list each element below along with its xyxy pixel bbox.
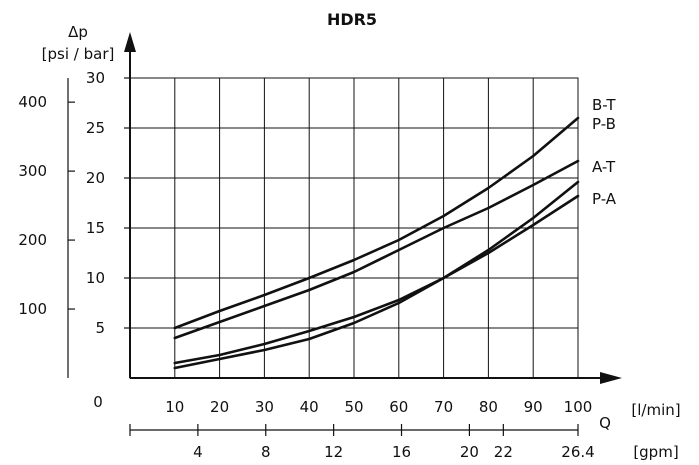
gpm-tick-label-22: 22 [494, 443, 513, 461]
series-labels: B-TP-B A-T P-A [592, 96, 617, 208]
bar-tick-label-10: 10 [86, 269, 105, 287]
x-tick-label-70: 70 [434, 398, 453, 416]
psi-tick-label-0: 0 [93, 393, 103, 411]
x-tick-label-80: 80 [479, 398, 498, 416]
x-axis-unit-secondary: [gpm] [633, 443, 678, 461]
x-axis-unit-primary: [l/min] [631, 401, 680, 419]
gpm-tick-label-20: 20 [460, 443, 479, 461]
psi-tick-label-100: 100 [18, 300, 47, 318]
axes [67, 32, 622, 436]
bar-tick-label-25: 25 [86, 119, 105, 137]
y-axis-units: [psi / bar] [42, 45, 115, 63]
chart-title: HDR5 [327, 10, 377, 29]
psi-tick-label-200: 200 [18, 231, 47, 249]
gpm-tick-label-4: 4 [193, 443, 203, 461]
bar-tick-label-20: 20 [86, 169, 105, 187]
x-tick-label-100: 100 [564, 398, 593, 416]
series-lines [173, 116, 580, 370]
bar-tick-label-30: 30 [86, 69, 105, 87]
grid [129, 77, 579, 379]
x-tick-label-30: 30 [255, 398, 274, 416]
series-label-b-t: B-T [592, 96, 616, 114]
x-tick-label-90: 90 [524, 398, 543, 416]
gpm-tick-label-26.4: 26.4 [561, 443, 594, 461]
x-tick-label-60: 60 [389, 398, 408, 416]
x-axis-label: Q [599, 414, 611, 432]
bar-tick-label-15: 15 [86, 219, 105, 237]
x-tick-label-50: 50 [344, 398, 363, 416]
x-axis-arrow [600, 372, 622, 384]
gpm-tick-label-8: 8 [261, 443, 271, 461]
y-axis-arrow [124, 32, 136, 52]
x-tick-label-40: 40 [300, 398, 319, 416]
gpm-tick-label-16: 16 [392, 443, 411, 461]
tick-labels: 10 20 30 40 50 60 70 80 90 100 4 8 12 16 20 22 26.4 5 10 15… [18, 69, 594, 461]
series-label-p-a: P-A [592, 190, 617, 208]
series-line-p-b [173, 159, 580, 340]
bar-tick-label-5: 5 [95, 319, 105, 337]
series-line-p-a [173, 194, 580, 370]
gpm-tick-label-12: 12 [324, 443, 343, 461]
series-line-b-t [173, 116, 580, 330]
psi-tick-label-300: 300 [18, 162, 47, 180]
series-label-a-t: A-T [592, 158, 616, 176]
psi-tick-label-400: 400 [18, 93, 47, 111]
y-axis-symbol: Δp [68, 23, 88, 41]
x-tick-label-20: 20 [210, 398, 229, 416]
x-tick-label-10: 10 [165, 398, 184, 416]
series-line-a-t [173, 180, 580, 365]
series-label-p-b: P-B [592, 115, 616, 133]
